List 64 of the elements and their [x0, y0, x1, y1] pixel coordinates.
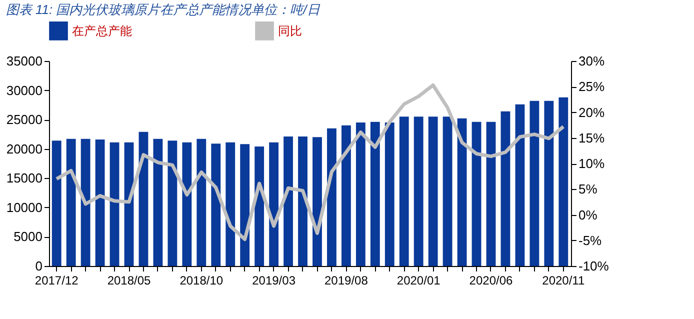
- bar: [399, 116, 409, 266]
- bar: [168, 140, 178, 266]
- bar: [442, 116, 452, 266]
- bar: [544, 100, 554, 266]
- bar: [327, 128, 336, 266]
- bar: [486, 122, 496, 266]
- line-series: [54, 83, 566, 242]
- x-tick-label: 2017/12: [34, 274, 79, 288]
- bar: [341, 125, 351, 266]
- bar: [124, 142, 134, 266]
- bar: [284, 136, 293, 266]
- bar: [500, 111, 510, 266]
- bar: [457, 118, 467, 266]
- bar: [138, 132, 148, 266]
- y-tick-label: 20000: [6, 141, 42, 156]
- y2-tick-label: 10%: [578, 156, 605, 171]
- bar: [356, 122, 366, 266]
- y2-tick-label: -5%: [578, 232, 602, 248]
- x-tick-label: 2019/03: [252, 274, 296, 288]
- x-tick-label: 2019/08: [324, 274, 368, 288]
- bar: [240, 144, 250, 266]
- y-tick-label: 0: [35, 258, 42, 274]
- x-tick-label: 2020/06: [469, 274, 514, 288]
- bar: [384, 122, 394, 266]
- bar: [95, 139, 105, 266]
- x-tick-label: 2018/05: [107, 274, 152, 288]
- bar: [110, 142, 120, 266]
- x-tick-label: 2020/01: [396, 274, 441, 288]
- x-tick-label: 2018/10: [180, 274, 224, 288]
- legend-label: 在产总产能: [72, 24, 132, 38]
- y-tick-label: 10000: [6, 200, 42, 215]
- bar: [182, 142, 192, 266]
- y2-tick-label: 20%: [578, 104, 605, 120]
- y2-tick-label: 25%: [578, 79, 605, 94]
- legend-label: 同比: [278, 24, 302, 38]
- y2-tick-label: 5%: [578, 182, 598, 197]
- bar: [153, 138, 163, 266]
- x-tick-label: 2020/11: [542, 274, 585, 288]
- y-tick-label: 5000: [14, 229, 42, 244]
- bar: [515, 104, 525, 266]
- bar: [80, 138, 90, 266]
- chart-title: 图表 11: 国内光伏玻璃原片在产总产能情况单位：吨/日: [6, 2, 321, 17]
- bar: [298, 136, 308, 266]
- bar: [269, 142, 279, 266]
- bar: [558, 97, 568, 266]
- y-tick-label: 25000: [6, 112, 42, 128]
- y-tick-label: 15000: [6, 170, 42, 186]
- y-tick-label: 35000: [6, 54, 42, 68]
- bar: [414, 116, 424, 266]
- bar: [196, 138, 206, 266]
- bar: [52, 140, 62, 266]
- bar: [211, 144, 221, 266]
- y2-tick-label: 0%: [578, 207, 598, 222]
- y-tick-label: 30000: [6, 82, 42, 98]
- bar: [226, 142, 236, 266]
- bar: [312, 137, 322, 266]
- bar: [472, 122, 482, 266]
- y2-tick-label: -10%: [578, 258, 610, 274]
- bar: [370, 122, 380, 266]
- bar: [66, 138, 76, 266]
- y2-tick-label: 30%: [578, 54, 605, 68]
- bar: [428, 116, 438, 266]
- y2-tick-label: 15%: [578, 130, 605, 146]
- bar: [530, 100, 540, 266]
